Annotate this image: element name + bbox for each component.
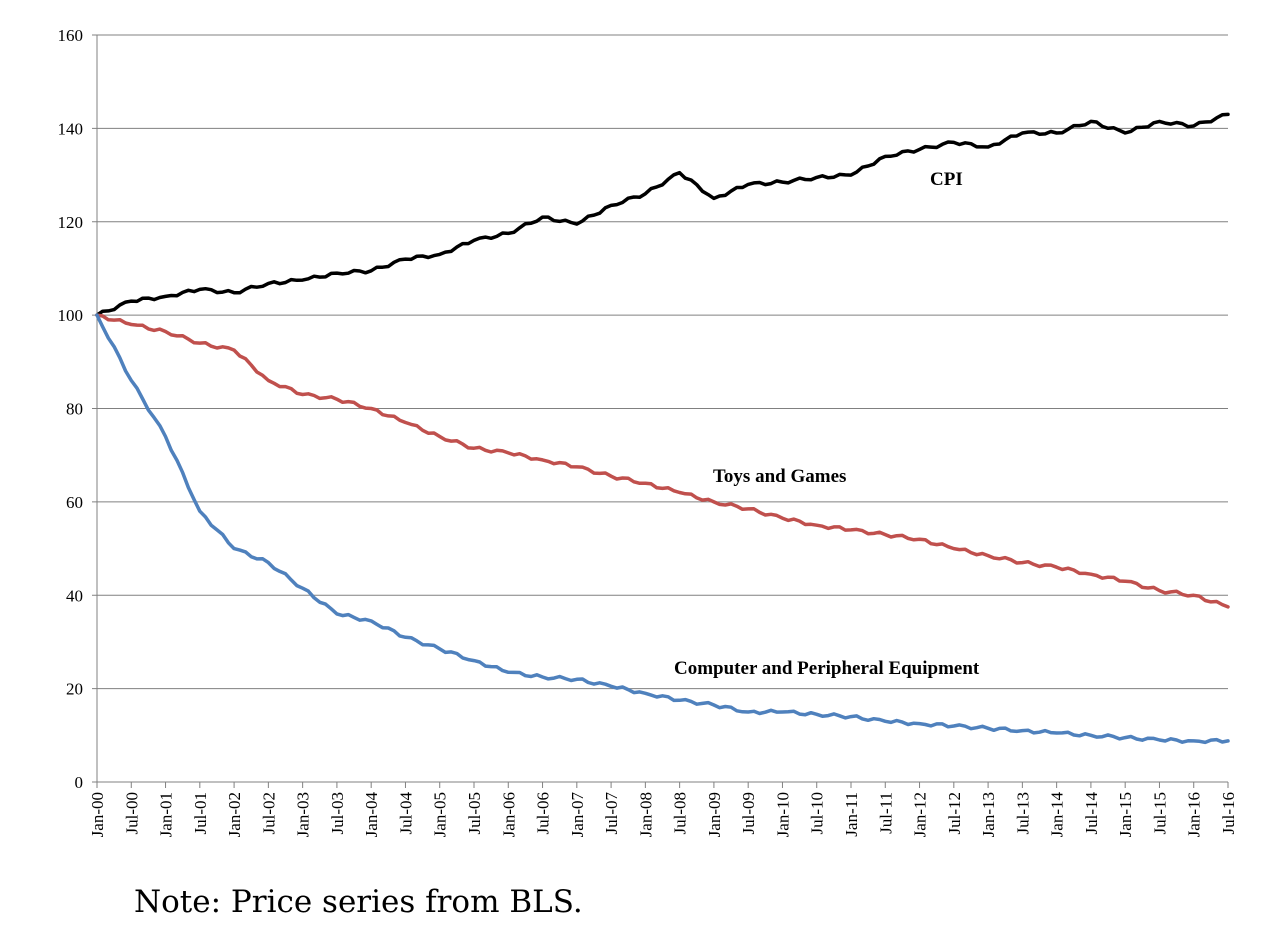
x-tick-label: Jan-15	[1116, 792, 1135, 837]
x-tick-label: Jan-04	[362, 792, 381, 838]
x-tick-label: Jul-05	[465, 792, 484, 835]
y-tick-label: 60	[66, 493, 83, 512]
x-tick-label: Jan-09	[705, 792, 724, 837]
x-tick-label: Jul-02	[259, 792, 278, 835]
x-tick-label: Jan-16	[1185, 792, 1204, 837]
y-tick-label: 100	[58, 306, 84, 325]
x-tick-label: Jan-07	[568, 792, 587, 838]
y-tick-label: 40	[66, 586, 83, 605]
x-tick-label: Jan-06	[499, 792, 518, 837]
gridlines	[97, 34, 1228, 690]
x-tick-label: Jan-01	[157, 792, 176, 837]
series-line-cpi	[95, 112, 1230, 317]
x-tick-label: Jul-07	[602, 792, 621, 835]
y-axis-tick-labels: 0 20 40 60 80 100 120 140 160	[58, 26, 84, 792]
x-tick-label: Jul-12	[945, 792, 964, 835]
x-tick-label: Jul-11	[876, 792, 895, 834]
y-tick-label: 140	[58, 119, 84, 138]
x-tick-label: Jul-09	[739, 792, 758, 835]
x-tick-label: Jul-04	[396, 792, 415, 835]
y-tick-label: 120	[58, 213, 84, 232]
series-label: Toys and Games	[713, 466, 846, 487]
x-tick-label: Jan-03	[294, 792, 313, 837]
series-label: CPI	[930, 169, 963, 190]
y-tick-label: 20	[66, 680, 83, 699]
x-tick-label: Jan-12	[911, 792, 930, 837]
x-tick-label: Jul-03	[328, 792, 347, 835]
chart-note: Note: Price series from BLS.	[134, 884, 583, 920]
series-line-computer-and-peripheral-equipment	[95, 313, 1230, 745]
x-axis-tick-labels: Jan-00 Jul-00 Jan-01 Jul-01 Jan-02 Jul-02 Jan-…	[88, 792, 1238, 838]
y-tick-label: 80	[66, 400, 83, 419]
series-labels: CPI Toys and Games Computer and Peripheral…	[674, 169, 980, 679]
series-line-toys-and-games	[95, 313, 1230, 609]
x-tick-label: Jan-11	[842, 792, 861, 837]
x-tick-label: Jul-08	[671, 792, 690, 835]
line-chart: 0 20 40 60 80 100 120 140 160 Jan-00 Jul-00 Jan-01…	[58, 26, 1239, 838]
y-tick-label: 0	[75, 773, 84, 792]
x-tick-label: Jul-16	[1219, 792, 1238, 835]
axes	[92, 34, 1229, 788]
x-tick-label: Jul-15	[1150, 792, 1169, 835]
series-label: Computer and Peripheral Equipment	[674, 658, 980, 679]
x-tick-label: Jul-13	[1013, 792, 1032, 835]
x-tick-label: Jan-13	[979, 792, 998, 837]
x-tick-label: Jul-06	[534, 792, 553, 835]
x-tick-label: Jan-00	[88, 792, 107, 837]
x-tick-label: Jul-01	[191, 792, 210, 835]
y-tick-label: 160	[58, 26, 84, 45]
x-tick-label: Jul-00	[122, 792, 141, 835]
x-tick-label: Jan-08	[636, 792, 655, 837]
x-tick-label: Jan-10	[773, 792, 792, 837]
x-tick-label: Jul-10	[808, 792, 827, 835]
x-tick-label: Jul-14	[1082, 792, 1101, 835]
x-tick-label: Jan-02	[225, 792, 244, 837]
data-series	[95, 112, 1230, 745]
x-tick-label: Jan-05	[431, 792, 450, 837]
x-tick-label: Jan-14	[1048, 792, 1067, 838]
